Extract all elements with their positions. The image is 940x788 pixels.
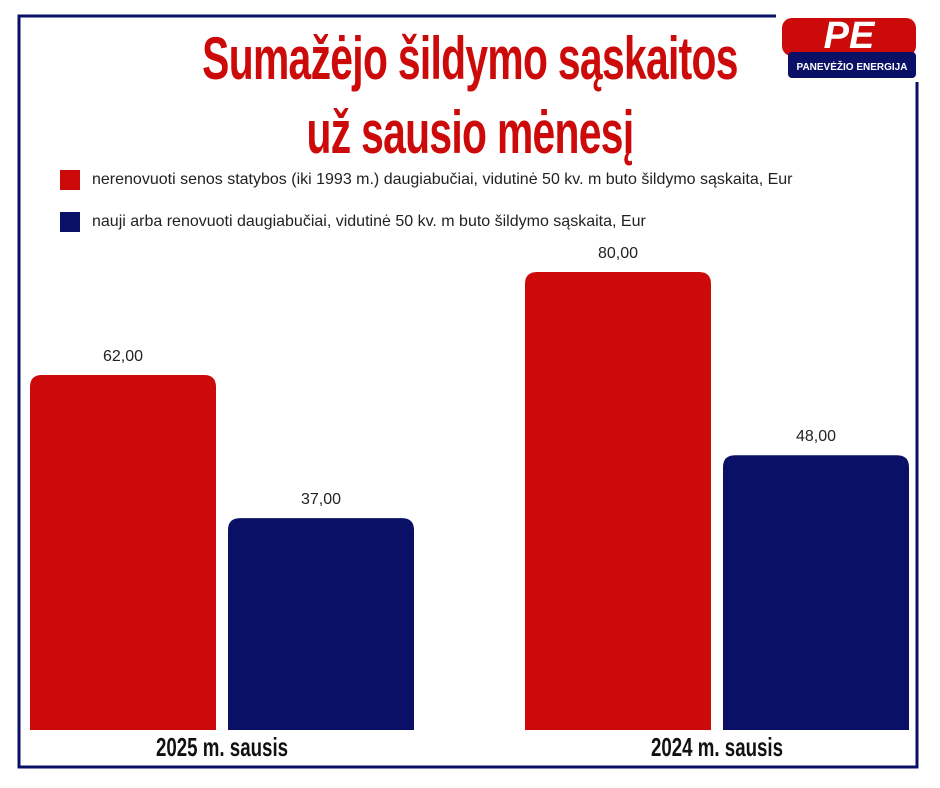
value-label: 37,00 (301, 491, 341, 508)
legend-swatch (60, 170, 80, 190)
bar (30, 375, 216, 730)
value-label: 48,00 (796, 428, 836, 445)
legend-label: nerenovuoti senos statybos (iki 1993 m.)… (92, 171, 793, 188)
bar (228, 518, 414, 730)
value-label: 80,00 (598, 245, 638, 262)
x-tick-label: 2025 m. sausis (156, 732, 288, 762)
logo-name: PANEVĖŽIO ENERGIJA (797, 60, 908, 73)
logo-top (782, 18, 916, 56)
value-label: 62,00 (103, 348, 143, 365)
legend-label: nauji arba renovuoti daugiabučiai, vidut… (92, 213, 646, 230)
legend-swatch (60, 212, 80, 232)
frame (17, 14, 919, 769)
logo-letters: PE (824, 15, 876, 57)
logo-band (788, 52, 916, 78)
bar (723, 455, 909, 730)
chart-title: Sumažėjo šildymo sąskaitos už sausio mėn… (202, 25, 738, 166)
bar (525, 272, 711, 730)
x-tick-label: 2024 m. sausis (651, 732, 783, 762)
